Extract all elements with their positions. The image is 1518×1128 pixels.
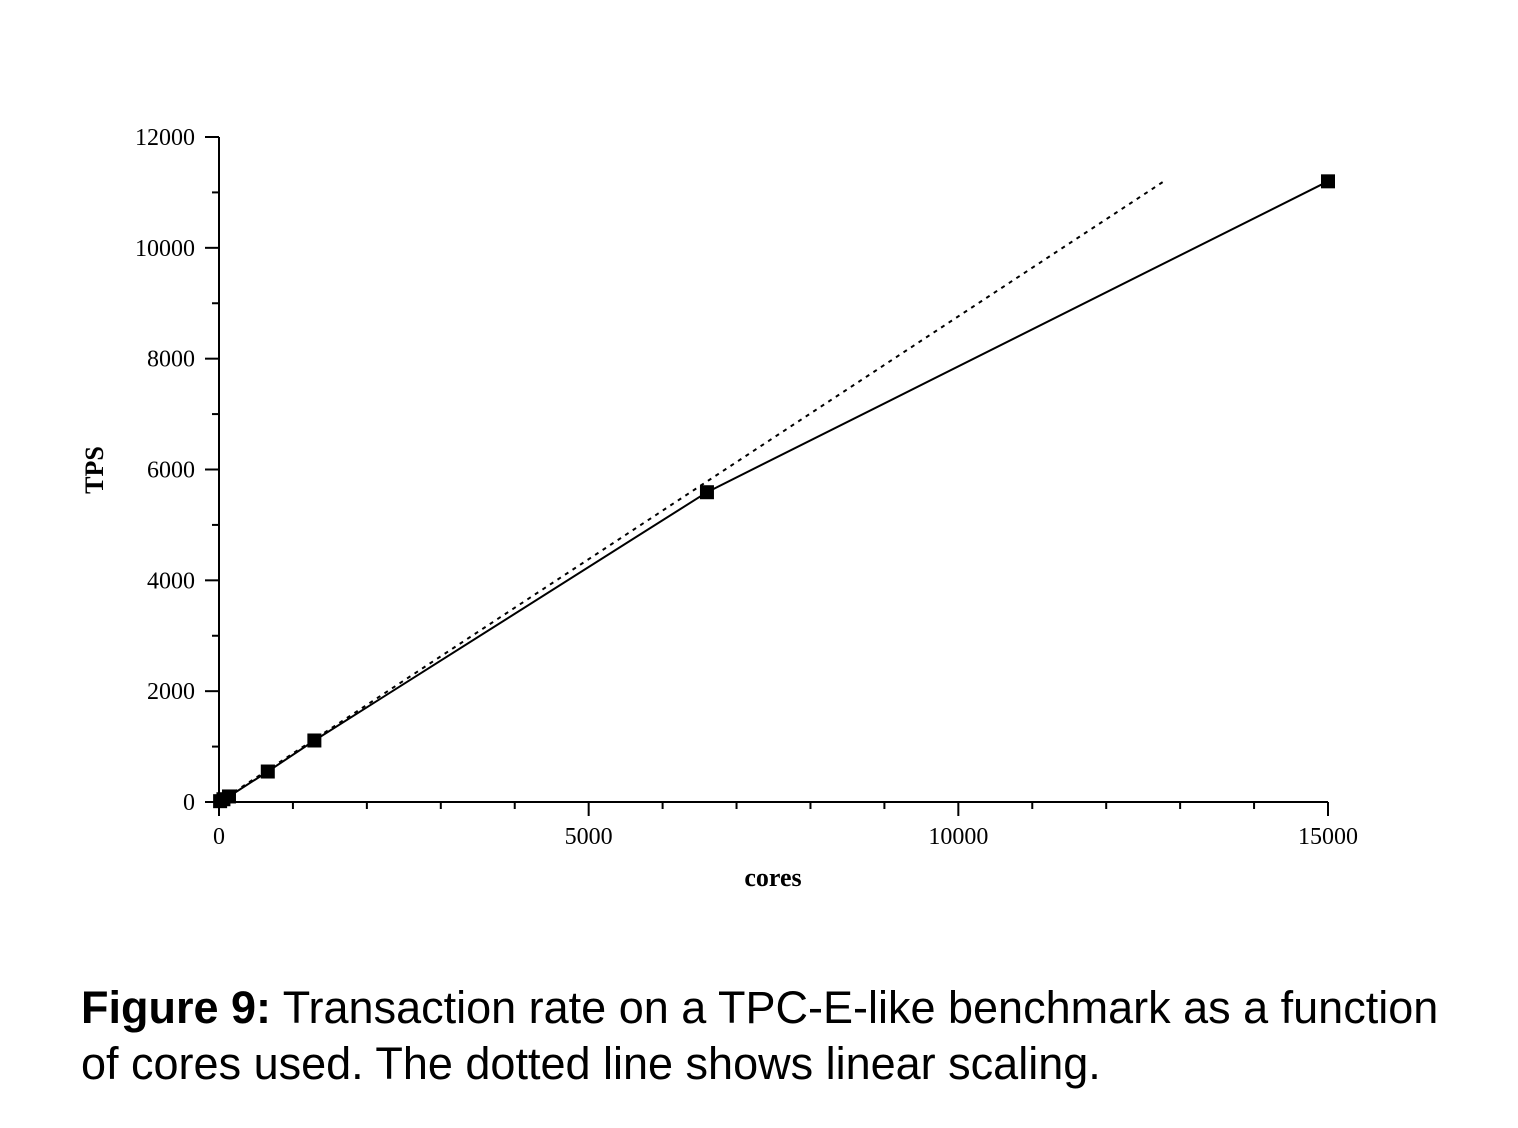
series-layer <box>213 174 1335 809</box>
figure-caption-label: Figure 9: <box>81 982 272 1033</box>
y-tick-label: 8000 <box>147 347 195 373</box>
axes: 0 2000 4000 6000 8000 10000 12000 0 5000 10000 150… <box>135 125 1358 850</box>
x-tick-label: 10000 <box>928 824 988 850</box>
data-point-marker <box>260 764 275 779</box>
y-axis-title: TPS <box>80 446 109 494</box>
y-tick-label: 2000 <box>147 679 195 705</box>
tps-series-line <box>219 180 1329 803</box>
figure-caption: Figure 9: Transaction rate on a TPC-E-li… <box>81 980 1441 1092</box>
x-axis-title: cores <box>744 863 801 892</box>
tps-vs-cores-chart: 0 2000 4000 6000 8000 10000 12000 0 5000 10000 150… <box>80 125 1358 892</box>
x-tick-label: 15000 <box>1298 824 1358 850</box>
data-point-marker <box>699 485 714 500</box>
figure-caption-text: Transaction rate on a TPC-E-like benchma… <box>81 982 1439 1089</box>
x-tick-label: 0 <box>213 824 225 850</box>
data-point-marker <box>1321 174 1335 189</box>
linear-scaling-line <box>218 180 1165 803</box>
y-tick-label: 10000 <box>135 236 195 262</box>
y-tick-label: 12000 <box>135 125 195 151</box>
y-tick-label: 6000 <box>147 458 195 484</box>
y-tick-label: 4000 <box>147 568 195 594</box>
y-tick-label: 0 <box>183 790 195 816</box>
x-tick-label: 5000 <box>565 824 613 850</box>
